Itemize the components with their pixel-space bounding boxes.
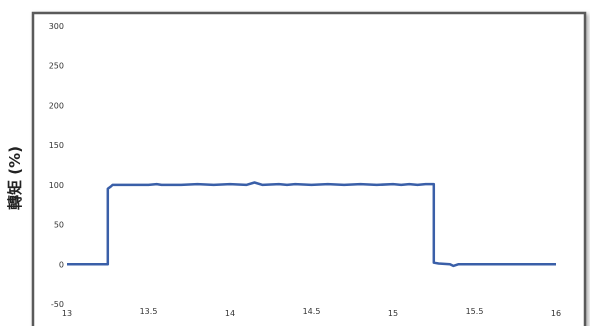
series-group (67, 181, 556, 268)
x-tick-label: 15 (388, 309, 398, 318)
y-tick-label: 0 (59, 260, 64, 269)
y-tick-label: 150 (49, 141, 64, 150)
y-tick-labels: 300 250 200 150 100 50 0 -50 (49, 22, 64, 309)
y-tick-label: 250 (49, 62, 64, 71)
x-tick-labels: 13 13.5 14 14.5 15 15.5 16 (62, 307, 561, 318)
y-tick-label: 50 (54, 221, 64, 230)
plot-frame (31, 11, 587, 330)
x-tick-label: 13 (62, 309, 72, 318)
y-tick-label: -50 (51, 300, 64, 309)
torque-series-line (67, 181, 556, 268)
x-tick-label: 14.5 (303, 307, 321, 316)
y-tick-label: 200 (49, 101, 64, 110)
x-tick-label: 16 (551, 309, 561, 318)
x-tick-label: 14 (225, 309, 235, 318)
x-tick-label: 15.5 (466, 307, 484, 316)
y-tick-label: 300 (49, 22, 64, 31)
y-tick-label: 100 (49, 181, 64, 190)
x-tick-label: 13.5 (140, 307, 158, 316)
y-axis-label: 轉矩 (%) (6, 146, 24, 210)
